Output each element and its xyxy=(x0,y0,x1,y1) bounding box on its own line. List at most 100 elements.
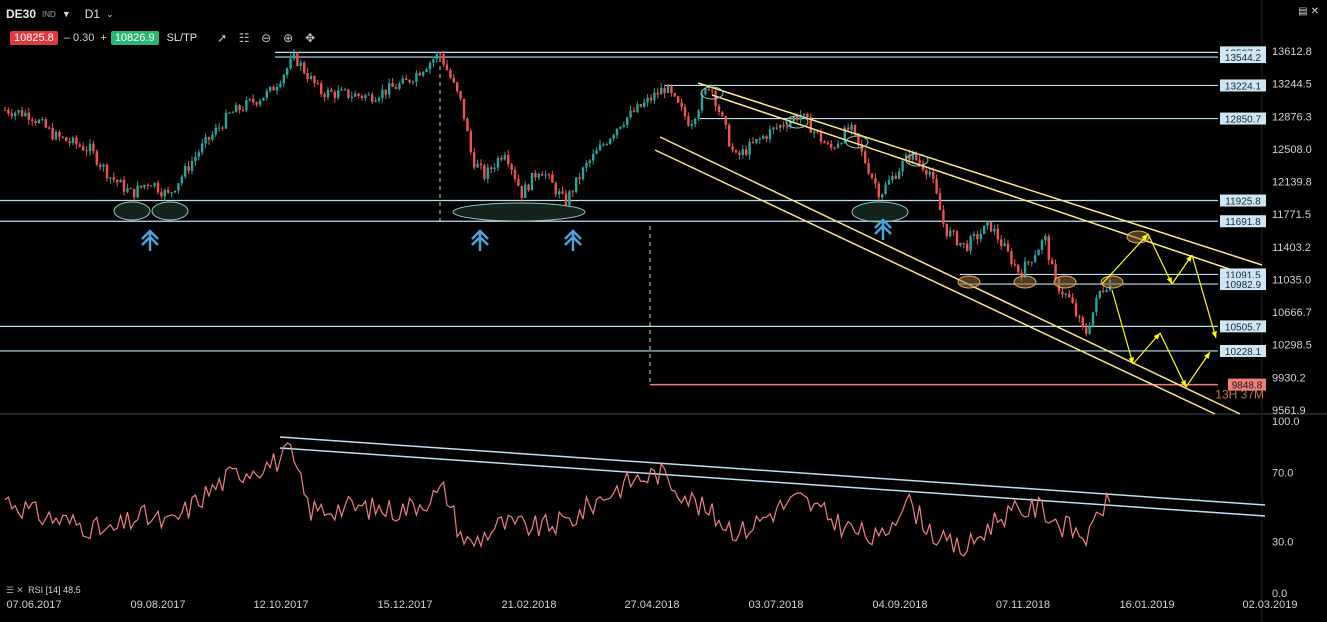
buy-button[interactable]: 10826.9 xyxy=(110,31,159,45)
candle-body xyxy=(422,71,425,76)
rsi-trendline xyxy=(279,436,1266,506)
candle-body xyxy=(214,127,217,135)
candle-body xyxy=(479,163,483,165)
level-label-box xyxy=(1220,320,1266,333)
candle-body xyxy=(323,94,326,98)
sell-button[interactable]: 10825.8 xyxy=(10,31,58,45)
candle-body xyxy=(405,78,408,80)
price-tick-label: 12139.8 xyxy=(1272,177,1312,189)
candle-body xyxy=(207,136,211,140)
candle-body xyxy=(915,152,918,161)
crosshair-icon[interactable]: ✥ xyxy=(305,31,316,45)
candle-body xyxy=(1074,303,1078,316)
candle-body xyxy=(609,138,612,145)
candle-body xyxy=(1010,251,1013,265)
chevron-down-icon[interactable]: ▼ xyxy=(61,9,71,19)
candle-body xyxy=(694,118,697,124)
candle-body xyxy=(218,127,221,129)
candle-body xyxy=(942,210,945,224)
zoom-in-icon[interactable]: ⊕ xyxy=(283,31,294,45)
remove-indicator-icon[interactable]: ✕ xyxy=(16,585,24,595)
candle-body xyxy=(833,147,836,149)
candle-body xyxy=(802,113,806,116)
candle-body xyxy=(1040,240,1044,250)
candle-body xyxy=(75,137,78,145)
price-candles xyxy=(3,49,1112,337)
highlight-ellipse xyxy=(113,201,151,221)
candle-body xyxy=(61,136,64,138)
candle-body xyxy=(830,143,833,148)
up-arrow-icon xyxy=(471,229,489,251)
candle-body xyxy=(530,172,534,191)
date-tick-label: 02.03.2019 xyxy=(1242,599,1297,611)
candle-body xyxy=(731,146,734,151)
candle-body xyxy=(265,90,268,98)
menu-icon[interactable]: ☰ xyxy=(6,585,15,595)
candle-body xyxy=(949,230,952,237)
level-label: 10228.1 xyxy=(1225,347,1262,358)
candle-body xyxy=(486,167,489,179)
candle-body xyxy=(187,165,190,171)
projection-line xyxy=(1147,233,1173,285)
level-label: 13224.1 xyxy=(1225,81,1262,92)
candle-body xyxy=(54,131,58,140)
candle-body xyxy=(150,185,153,187)
level-label-box xyxy=(1220,112,1266,125)
candle-body xyxy=(986,221,989,226)
candle-body xyxy=(847,127,850,130)
rsi-tick-label: 30.0 xyxy=(1272,536,1293,548)
timeframe-chevron-down-icon[interactable]: ⌄ xyxy=(106,8,114,19)
pivot-ellipse xyxy=(1013,275,1037,289)
date-tick-label: 16.01.2019 xyxy=(1119,599,1174,611)
close-icon[interactable]: ✕ xyxy=(1310,6,1319,17)
candle-body xyxy=(796,116,799,120)
candle-body xyxy=(411,81,415,83)
candle-body xyxy=(510,164,513,170)
projection-arrowhead xyxy=(1153,333,1160,340)
candle-body xyxy=(286,68,289,75)
candle-body xyxy=(765,136,768,139)
candle-body xyxy=(592,153,595,161)
layout-icon[interactable]: ▤ xyxy=(1298,6,1308,17)
timeframe-selector[interactable]: D1 xyxy=(84,7,101,21)
zoom-out-icon[interactable]: ⊖ xyxy=(261,31,272,45)
symbol-type: IND xyxy=(42,9,56,19)
candle-body xyxy=(78,144,81,147)
candle-body xyxy=(119,179,122,183)
level-label: 10505.7 xyxy=(1225,322,1262,333)
rsi-tick-label: 100.0 xyxy=(1272,416,1300,428)
candle-body xyxy=(340,89,343,91)
sltp-button[interactable]: SL/TP xyxy=(166,32,198,44)
line-chart-icon[interactable]: ➚ xyxy=(217,31,228,45)
candle-body xyxy=(313,75,316,84)
touch-ellipse xyxy=(845,135,869,149)
candle-body xyxy=(629,110,632,118)
candle-body xyxy=(666,85,670,93)
quote-row: 10825.8 – 0.30 + 10826.9 SL/TP ➚ ☷ ⊖ ⊕ ✥ xyxy=(10,31,319,45)
candle-body xyxy=(360,95,364,99)
candle-body xyxy=(836,143,840,148)
symbol-name[interactable]: DE30 xyxy=(6,7,37,21)
window-controls: ▤ ✕ xyxy=(1295,6,1319,17)
candle-body xyxy=(418,72,421,76)
candles-icon[interactable]: ☷ xyxy=(238,31,250,45)
candle-body xyxy=(309,75,313,80)
candle-body xyxy=(758,138,761,140)
level-label: 12850.7 xyxy=(1225,115,1262,126)
candle-body xyxy=(853,124,857,134)
candle-body xyxy=(1088,326,1091,334)
candle-body xyxy=(857,133,860,144)
candle-body xyxy=(772,127,775,130)
candle-body xyxy=(394,86,398,89)
candle-body xyxy=(136,185,139,198)
candle-body xyxy=(350,96,353,98)
price-tick-label: 12508.0 xyxy=(1272,144,1312,156)
candle-body xyxy=(989,221,993,232)
candle-body xyxy=(700,94,704,111)
candle-body xyxy=(109,177,112,179)
candle-body xyxy=(901,160,904,172)
candle-body xyxy=(333,91,336,98)
candle-body xyxy=(575,177,578,193)
candle-body xyxy=(99,164,102,167)
